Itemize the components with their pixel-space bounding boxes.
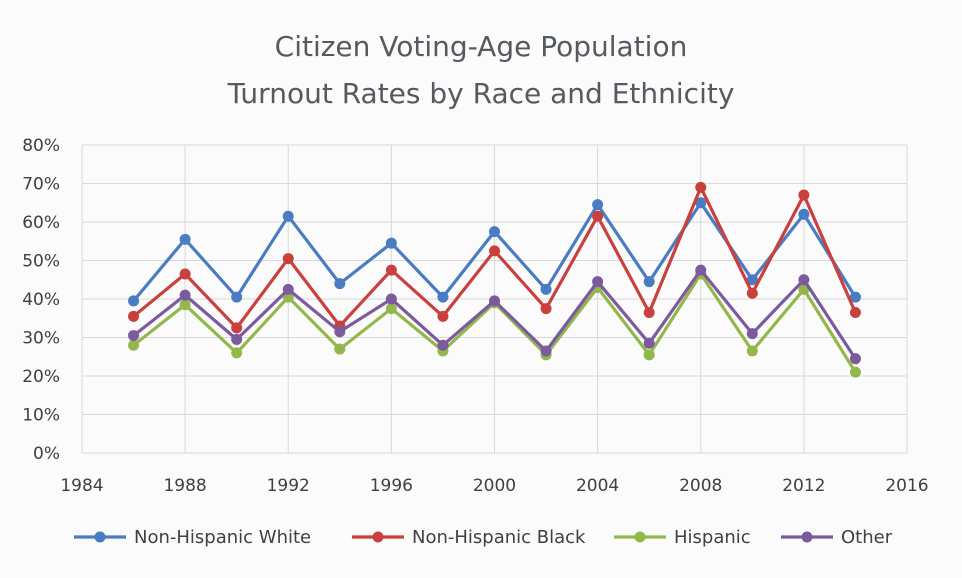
y-tick-label: 70%	[22, 175, 60, 195]
data-point-other	[231, 333, 243, 345]
data-point-other	[798, 274, 810, 286]
data-point-non-hispanic-white	[231, 291, 243, 303]
legend-label-non-hispanic-white: Non-Hispanic White	[134, 527, 311, 548]
x-tick-label: 1992	[267, 476, 310, 496]
data-point-non-hispanic-white	[385, 237, 397, 249]
legend-marker-non-hispanic-white	[94, 531, 106, 543]
data-point-other	[695, 264, 707, 276]
data-point-non-hispanic-white	[128, 295, 140, 307]
data-point-other	[540, 345, 552, 357]
data-point-other	[128, 330, 140, 342]
data-point-other	[746, 328, 758, 340]
y-tick-label: 80%	[22, 136, 60, 156]
x-tick-label: 1996	[370, 476, 413, 496]
data-point-non-hispanic-white	[179, 233, 191, 245]
x-tick-label: 2000	[473, 476, 516, 496]
y-tick-label: 30%	[22, 329, 60, 349]
data-point-non-hispanic-black	[798, 189, 810, 201]
data-point-non-hispanic-black	[540, 303, 552, 315]
data-point-non-hispanic-black	[437, 310, 449, 322]
data-point-other	[592, 276, 604, 288]
data-point-non-hispanic-black	[489, 245, 500, 257]
data-point-non-hispanic-white	[643, 276, 655, 288]
data-point-hispanic	[334, 343, 346, 355]
y-tick-label: 20%	[22, 367, 60, 387]
data-point-hispanic	[643, 349, 655, 361]
data-series	[128, 181, 861, 378]
data-point-hispanic	[128, 339, 140, 351]
legend-marker-other	[801, 531, 813, 543]
data-point-non-hispanic-white	[849, 291, 861, 303]
chart-title-line-2: Turnout Rates by Race and Ethnicity	[227, 77, 735, 110]
legend-marker-non-hispanic-black	[372, 531, 384, 543]
x-tick-label: 2004	[576, 476, 619, 496]
x-tick-label: 1984	[60, 476, 103, 496]
data-point-non-hispanic-black	[231, 322, 243, 334]
data-point-other	[437, 339, 449, 351]
data-point-non-hispanic-white	[437, 291, 449, 303]
axis-tick-labels: 0% 10% 20% 30% 40% 50% 60% 70% 80% 1984 1988 1992 19…	[22, 136, 928, 496]
data-point-other	[385, 293, 397, 305]
data-point-hispanic	[179, 299, 191, 311]
data-point-non-hispanic-white	[592, 199, 604, 211]
x-tick-label: 1988	[163, 476, 206, 496]
data-point-non-hispanic-white	[540, 283, 552, 295]
data-point-hispanic	[746, 345, 758, 357]
legend-label-other: Other	[841, 527, 893, 548]
data-point-other	[334, 326, 346, 338]
y-tick-label: 60%	[22, 213, 60, 233]
data-point-other	[849, 353, 861, 365]
y-tick-label: 50%	[22, 252, 60, 272]
legend-label-non-hispanic-black: Non-Hispanic Black	[412, 527, 586, 548]
data-point-other	[282, 283, 294, 295]
data-point-hispanic	[385, 303, 397, 315]
data-point-non-hispanic-black	[643, 306, 655, 318]
data-point-non-hispanic-white	[489, 226, 500, 238]
y-tick-label: 40%	[22, 290, 60, 310]
chart-title-line-1: Citizen Voting-Age Population	[275, 30, 688, 63]
y-tick-label: 0%	[33, 444, 60, 464]
legend-label-hispanic: Hispanic	[674, 527, 751, 548]
x-tick-label: 2016	[885, 476, 928, 496]
data-point-non-hispanic-black	[695, 181, 707, 193]
data-point-other	[489, 295, 500, 307]
data-point-other	[179, 289, 191, 301]
data-point-non-hispanic-white	[746, 274, 758, 286]
data-point-non-hispanic-black	[592, 210, 604, 222]
data-point-non-hispanic-black	[385, 264, 397, 276]
data-point-non-hispanic-white	[695, 197, 707, 209]
data-point-non-hispanic-black	[282, 253, 294, 265]
legend: Non-Hispanic White Non-Hispanic Black Hisp…	[74, 527, 893, 548]
data-point-non-hispanic-black	[179, 268, 191, 280]
data-point-other	[643, 337, 655, 349]
legend-marker-hispanic	[634, 531, 646, 543]
data-point-non-hispanic-white	[282, 210, 294, 222]
x-tick-label: 2012	[782, 476, 825, 496]
data-point-non-hispanic-white	[334, 278, 346, 290]
data-point-non-hispanic-white	[798, 208, 810, 220]
data-point-non-hispanic-black	[746, 287, 758, 299]
data-point-hispanic	[849, 366, 861, 378]
x-tick-label: 2008	[679, 476, 722, 496]
data-point-non-hispanic-black	[849, 306, 861, 318]
data-point-non-hispanic-black	[128, 310, 140, 322]
data-point-hispanic	[231, 347, 243, 359]
y-tick-label: 10%	[22, 406, 60, 426]
